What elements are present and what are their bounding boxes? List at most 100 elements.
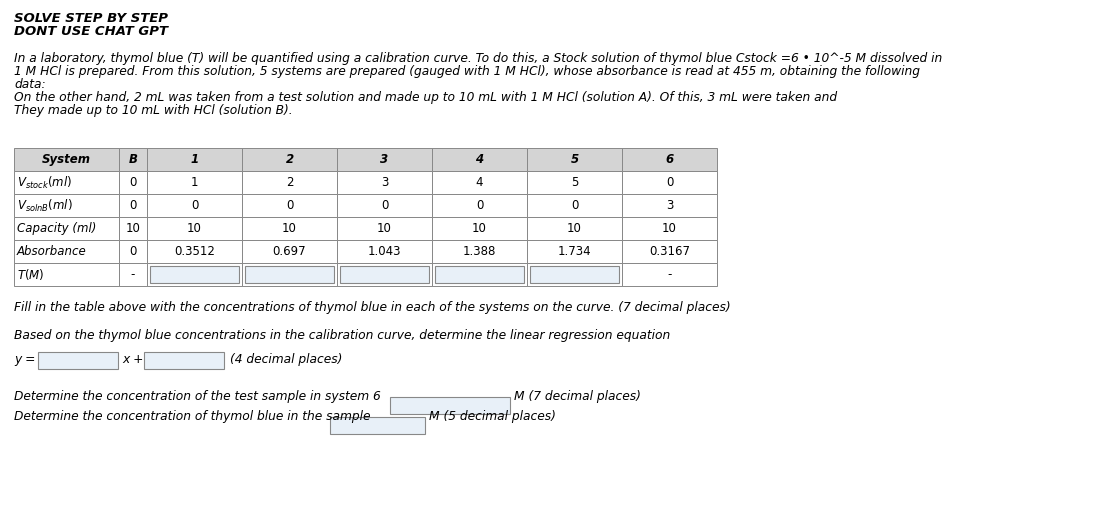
Bar xyxy=(242,148,337,171)
Text: 0: 0 xyxy=(476,199,484,212)
Text: In a laboratory, thymol blue (T) will be quantified using a calibration curve. T: In a laboratory, thymol blue (T) will be… xyxy=(14,52,942,65)
Bar xyxy=(622,263,716,286)
Bar xyxy=(14,171,119,194)
Bar xyxy=(147,148,242,171)
Bar xyxy=(14,217,119,240)
Bar xyxy=(242,171,337,194)
Bar xyxy=(337,194,432,217)
Text: $V_{solnB}(ml)$: $V_{solnB}(ml)$ xyxy=(17,197,73,214)
Text: Capacity (ml): Capacity (ml) xyxy=(17,222,96,235)
Text: y =: y = xyxy=(14,353,35,367)
Text: Absorbance: Absorbance xyxy=(17,245,87,258)
Bar xyxy=(432,194,527,217)
Bar xyxy=(147,171,242,194)
Text: 5: 5 xyxy=(571,153,578,166)
Bar xyxy=(435,266,524,283)
Bar xyxy=(622,240,716,263)
Bar xyxy=(622,171,716,194)
Text: 3: 3 xyxy=(381,176,389,189)
Bar xyxy=(337,148,432,171)
Text: 1.043: 1.043 xyxy=(368,245,401,258)
Bar xyxy=(119,263,147,286)
Bar xyxy=(14,240,119,263)
Bar xyxy=(144,352,224,369)
Bar xyxy=(147,263,242,286)
Text: 10: 10 xyxy=(567,222,582,235)
Text: 2: 2 xyxy=(286,176,294,189)
Bar xyxy=(432,148,527,171)
Text: 0.3512: 0.3512 xyxy=(174,245,215,258)
Text: Determine the concentration of thymol blue in the sample: Determine the concentration of thymol bl… xyxy=(14,410,371,423)
Text: SOLVE STEP BY STEP: SOLVE STEP BY STEP xyxy=(14,12,168,25)
Bar xyxy=(14,194,119,217)
Bar xyxy=(622,194,716,217)
Text: -: - xyxy=(130,268,135,281)
Bar xyxy=(622,148,716,171)
Text: 0: 0 xyxy=(191,199,199,212)
Bar xyxy=(119,217,147,240)
Bar xyxy=(119,194,147,217)
Bar xyxy=(527,240,622,263)
Text: data:: data: xyxy=(14,78,45,91)
Text: 6: 6 xyxy=(666,153,673,166)
Text: -: - xyxy=(667,268,671,281)
Bar xyxy=(337,240,432,263)
Bar xyxy=(242,263,337,286)
Bar xyxy=(530,266,619,283)
Bar xyxy=(242,240,337,263)
Bar xyxy=(527,171,622,194)
Text: 3: 3 xyxy=(381,153,389,166)
Text: 0: 0 xyxy=(129,176,137,189)
Text: 1.388: 1.388 xyxy=(463,245,496,258)
Text: (4 decimal places): (4 decimal places) xyxy=(230,353,342,367)
Text: M (7 decimal places): M (7 decimal places) xyxy=(514,390,641,403)
Bar xyxy=(390,397,510,414)
Bar xyxy=(527,148,622,171)
Text: Fill in the table above with the concentrations of thymol blue in each of the sy: Fill in the table above with the concent… xyxy=(14,301,731,314)
Text: B: B xyxy=(128,153,138,166)
Bar xyxy=(150,266,238,283)
Bar xyxy=(14,263,119,286)
Text: Based on the thymol blue concentrations in the calibration curve, determine the : Based on the thymol blue concentrations … xyxy=(14,329,670,342)
Bar xyxy=(432,171,527,194)
Bar xyxy=(38,352,118,369)
Text: 1: 1 xyxy=(190,153,199,166)
Text: 10: 10 xyxy=(187,222,202,235)
Bar xyxy=(147,240,242,263)
Text: DONT USE CHAT GPT: DONT USE CHAT GPT xyxy=(14,25,168,38)
Text: M (5 decimal places): M (5 decimal places) xyxy=(429,410,556,423)
Bar xyxy=(432,240,527,263)
Text: 2: 2 xyxy=(286,153,294,166)
Bar xyxy=(245,266,335,283)
Text: 0: 0 xyxy=(129,199,137,212)
Bar xyxy=(242,194,337,217)
Text: On the other hand, 2 mL was taken from a test solution and made up to 10 mL with: On the other hand, 2 mL was taken from a… xyxy=(14,91,837,104)
Text: 0.697: 0.697 xyxy=(273,245,306,258)
Text: 5: 5 xyxy=(571,176,578,189)
Text: $T(M)$: $T(M)$ xyxy=(17,267,44,282)
Text: 0: 0 xyxy=(286,199,294,212)
Bar xyxy=(432,263,527,286)
Bar xyxy=(330,417,425,434)
Text: 4: 4 xyxy=(476,176,484,189)
Bar xyxy=(340,266,429,283)
Bar xyxy=(14,148,119,171)
Text: 0: 0 xyxy=(129,245,137,258)
Bar xyxy=(119,148,147,171)
Text: 10: 10 xyxy=(473,222,487,235)
Text: System: System xyxy=(42,153,91,166)
Bar xyxy=(432,217,527,240)
Text: 1 M HCl is prepared. From this solution, 5 systems are prepared (gauged with 1 M: 1 M HCl is prepared. From this solution,… xyxy=(14,65,920,78)
Text: 0: 0 xyxy=(571,199,578,212)
Bar xyxy=(119,171,147,194)
Bar xyxy=(527,194,622,217)
Bar xyxy=(527,263,622,286)
Text: 1: 1 xyxy=(191,176,199,189)
Bar xyxy=(337,217,432,240)
Bar xyxy=(337,171,432,194)
Text: 4: 4 xyxy=(476,153,484,166)
Bar xyxy=(147,194,242,217)
Text: 3: 3 xyxy=(666,199,673,212)
Text: They made up to 10 mL with HCl (solution B).: They made up to 10 mL with HCl (solution… xyxy=(14,104,293,117)
Text: 10: 10 xyxy=(282,222,297,235)
